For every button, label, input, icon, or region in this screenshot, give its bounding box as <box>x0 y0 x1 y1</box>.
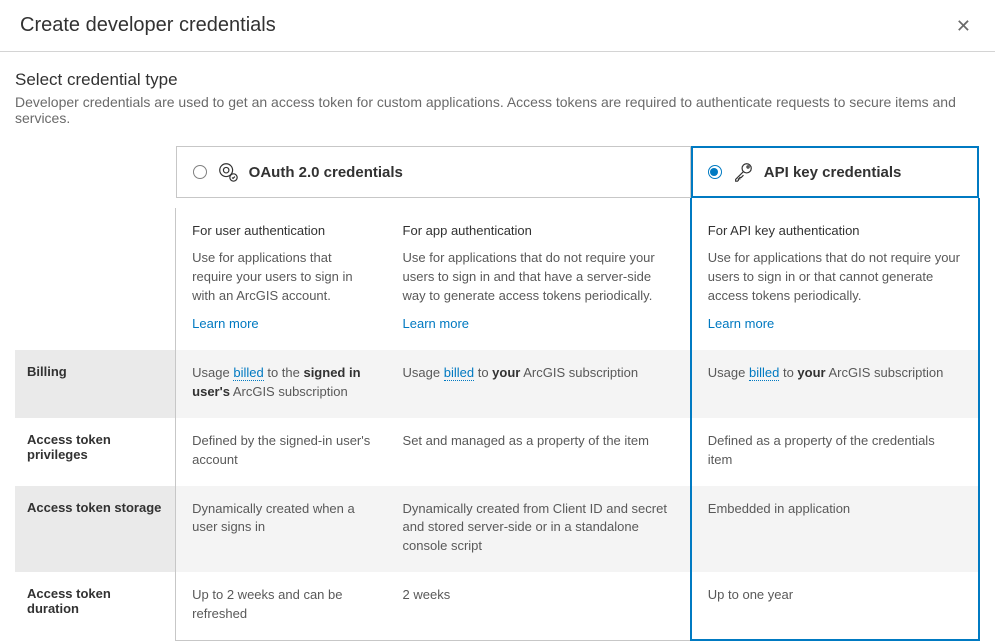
oauth-user-desc: Use for applications that require your u… <box>192 249 370 306</box>
dialog-content: Select credential type Developer credent… <box>0 52 995 641</box>
row-label-billing: Billing <box>15 350 176 418</box>
privileges-oauth-user: Defined by the signed-in user's account <box>176 418 387 486</box>
duration-oauth-app: 2 weeks <box>387 572 691 640</box>
option-api-key-label: API key credentials <box>764 164 902 181</box>
api-desc: Use for applications that do not require… <box>708 249 962 306</box>
credential-comparison-table: OAuth 2.0 credentials API key credential… <box>15 146 980 641</box>
section-description: Developer credentials are used to get an… <box>15 94 980 126</box>
api-desc-cell: For API key authentication Use for appli… <box>691 208 979 350</box>
section-title: Select credential type <box>15 70 980 90</box>
text: ArcGIS subscription <box>520 365 638 380</box>
billed-link[interactable]: billed <box>749 365 779 381</box>
oauth-app-for: For app authentication <box>403 222 674 241</box>
key-icon <box>732 161 754 183</box>
option-oauth[interactable]: OAuth 2.0 credentials <box>176 146 691 198</box>
row-label-privileges: Access token privileges <box>15 418 176 486</box>
text: your <box>797 365 825 380</box>
oauth-icon <box>217 161 239 183</box>
text: to <box>474 365 492 380</box>
oauth-user-desc-cell: For user authentication Use for applicat… <box>176 208 387 350</box>
learn-more-oauth-user[interactable]: Learn more <box>192 316 258 331</box>
text: ArcGIS subscription <box>826 365 944 380</box>
billing-api: Usage billed to your ArcGIS subscription <box>691 350 979 418</box>
duration-oauth-user: Up to 2 weeks and can be refreshed <box>176 572 387 640</box>
privileges-oauth-app: Set and managed as a property of the ite… <box>387 418 691 486</box>
storage-oauth-user: Dynamically created when a user signs in <box>176 486 387 573</box>
row-label-duration: Access token duration <box>15 572 176 640</box>
billing-oauth-user: Usage billed to the signed in user's Arc… <box>176 350 387 418</box>
option-oauth-label: OAuth 2.0 credentials <box>249 164 403 181</box>
text: Usage <box>708 365 749 380</box>
radio-oauth[interactable] <box>193 165 207 179</box>
oauth-app-desc: Use for applications that do not require… <box>403 249 674 306</box>
text: to <box>779 365 797 380</box>
privileges-api: Defined as a property of the credentials… <box>691 418 979 486</box>
dialog-header: Create developer credentials ✕ <box>0 0 995 52</box>
option-api-key[interactable]: API key credentials <box>691 146 979 198</box>
dialog-title: Create developer credentials <box>20 14 276 37</box>
storage-oauth-app: Dynamically created from Client ID and s… <box>387 486 691 573</box>
learn-more-api[interactable]: Learn more <box>708 316 774 331</box>
text: to the <box>264 365 304 380</box>
text: Usage <box>403 365 444 380</box>
billed-link[interactable]: billed <box>444 365 474 381</box>
text: your <box>492 365 520 380</box>
row-label-storage: Access token storage <box>15 486 176 573</box>
oauth-user-for: For user authentication <box>192 222 370 241</box>
learn-more-oauth-app[interactable]: Learn more <box>403 316 469 331</box>
oauth-app-desc-cell: For app authentication Use for applicati… <box>387 208 691 350</box>
billed-link[interactable]: billed <box>233 365 263 381</box>
close-icon: ✕ <box>956 16 971 36</box>
text: ArcGIS subscription <box>230 384 348 399</box>
billing-oauth-app: Usage billed to your ArcGIS subscription <box>387 350 691 418</box>
duration-api: Up to one year <box>691 572 979 640</box>
text: Usage <box>192 365 233 380</box>
api-for: For API key authentication <box>708 222 962 241</box>
storage-api: Embedded in application <box>691 486 979 573</box>
radio-api-key[interactable] <box>708 165 722 179</box>
close-button[interactable]: ✕ <box>952 15 975 37</box>
